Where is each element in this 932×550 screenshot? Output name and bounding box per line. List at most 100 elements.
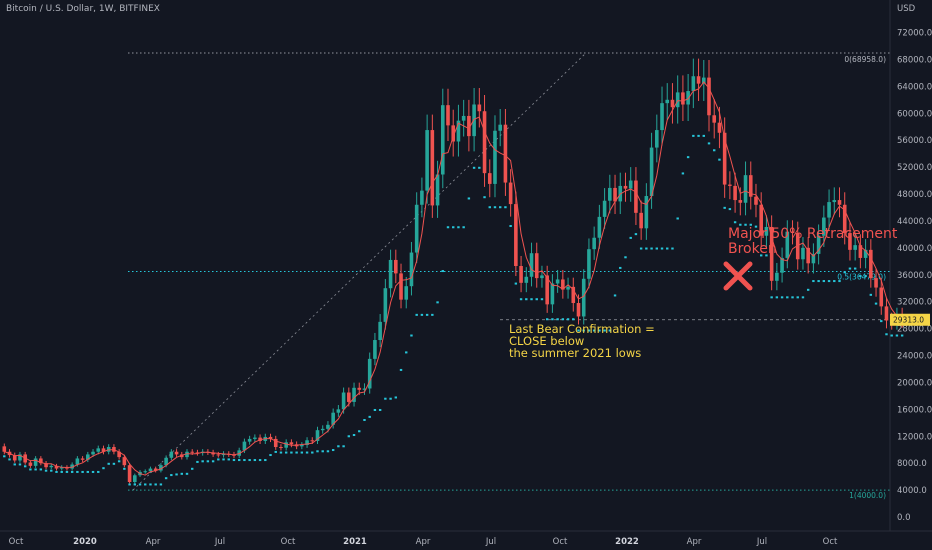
candle-body[interactable] — [96, 448, 101, 452]
candle-body[interactable] — [701, 77, 706, 84]
candle-body[interactable] — [39, 458, 43, 464]
candle-body[interactable] — [529, 253, 534, 277]
candle-body[interactable] — [169, 451, 174, 458]
candle-body[interactable] — [404, 286, 409, 300]
candle-body[interactable] — [769, 226, 774, 281]
candle-body[interactable] — [639, 212, 643, 229]
candle-body[interactable] — [519, 266, 523, 283]
candle-body[interactable] — [2, 446, 7, 452]
candle-body[interactable] — [435, 174, 440, 206]
candle-body[interactable] — [712, 115, 717, 123]
candle-body[interactable] — [326, 424, 330, 429]
candle-body[interactable] — [467, 115, 471, 137]
candle-body[interactable] — [159, 465, 163, 471]
candle-body[interactable] — [28, 462, 33, 466]
candle-body[interactable] — [827, 202, 831, 218]
candle-body[interactable] — [49, 465, 54, 468]
candle-body[interactable] — [352, 387, 356, 402]
candle-body[interactable] — [247, 438, 252, 442]
candle-body[interactable] — [514, 204, 518, 267]
candle-body[interactable] — [581, 278, 586, 317]
candle-body[interactable] — [101, 448, 106, 452]
candle-body[interactable] — [790, 231, 795, 234]
candle-body[interactable] — [534, 253, 539, 279]
candle-body[interactable] — [70, 464, 74, 469]
candle-body[interactable] — [853, 245, 857, 250]
candle-body[interactable] — [879, 287, 884, 307]
candle-body[interactable] — [122, 457, 127, 466]
candle-body[interactable] — [451, 125, 456, 142]
candle-body[interactable] — [696, 76, 701, 84]
candle-body[interactable] — [33, 458, 38, 466]
candle-body[interactable] — [728, 184, 732, 186]
candle-body[interactable] — [430, 130, 435, 206]
candle-body[interactable] — [597, 216, 602, 238]
candle-body[interactable] — [336, 409, 341, 413]
candle-body[interactable] — [613, 187, 617, 202]
candle-body[interactable] — [670, 99, 675, 108]
candle-body[interactable] — [806, 247, 810, 264]
candle-body[interactable] — [566, 286, 570, 290]
candle-body[interactable] — [691, 76, 696, 92]
candle-body[interactable] — [378, 321, 382, 341]
candle-body[interactable] — [268, 436, 273, 439]
candle-body[interactable] — [362, 388, 367, 390]
candle-body[interactable] — [373, 340, 377, 359]
candle-body[interactable] — [75, 458, 80, 465]
candle-body[interactable] — [811, 253, 816, 264]
candle-body[interactable] — [279, 447, 283, 449]
candle-body[interactable] — [874, 278, 878, 288]
candle-body[interactable] — [503, 124, 508, 183]
candle-body[interactable] — [54, 465, 59, 469]
candle-body[interactable] — [440, 105, 445, 175]
candle-body[interactable] — [561, 279, 565, 290]
candle-body[interactable] — [759, 204, 763, 236]
candle-body[interactable] — [748, 175, 753, 197]
candle-body[interactable] — [461, 115, 466, 121]
candle-body[interactable] — [409, 252, 414, 287]
candle-body[interactable] — [764, 226, 769, 236]
candle-body[interactable] — [91, 451, 95, 455]
candle-body[interactable] — [216, 454, 221, 456]
candle-body[interactable] — [785, 231, 790, 258]
candle-body[interactable] — [608, 187, 612, 201]
candle-body[interactable] — [540, 275, 544, 279]
candle-body[interactable] — [258, 437, 262, 441]
candle-body[interactable] — [456, 120, 461, 142]
candle-body[interactable] — [487, 173, 492, 184]
candle-body[interactable] — [80, 458, 85, 460]
candle-body[interactable] — [367, 358, 372, 389]
candle-body[interactable] — [357, 387, 362, 390]
candle-body[interactable] — [837, 200, 842, 205]
candle-body[interactable] — [341, 392, 346, 410]
candle-body[interactable] — [44, 463, 48, 468]
candle-body[interactable] — [300, 444, 304, 447]
candle-body[interactable] — [524, 276, 529, 283]
candle-body[interactable] — [399, 273, 403, 300]
candle-body[interactable] — [127, 465, 132, 483]
candle-body[interactable] — [117, 451, 121, 458]
candle-body[interactable] — [86, 454, 90, 460]
candle-body[interactable] — [623, 185, 628, 189]
candle-body[interactable] — [717, 122, 722, 133]
candle-body[interactable] — [253, 437, 257, 439]
candle-body[interactable] — [425, 130, 429, 191]
candle-body[interactable] — [848, 233, 852, 250]
candle-body[interactable] — [59, 467, 64, 469]
candle-body[interactable] — [12, 455, 17, 461]
candle-body[interactable] — [320, 428, 325, 431]
candle-body[interactable] — [644, 196, 649, 229]
candle-body[interactable] — [722, 132, 727, 185]
candle-body[interactable] — [284, 442, 288, 448]
candle-body[interactable] — [195, 452, 200, 454]
candle-body[interactable] — [482, 111, 487, 174]
candle-body[interactable] — [133, 475, 137, 483]
candle-body[interactable] — [822, 217, 826, 236]
candle-body[interactable] — [842, 204, 847, 234]
candle-body[interactable] — [780, 257, 784, 273]
candle-body[interactable] — [634, 180, 638, 213]
candle-body[interactable] — [832, 200, 837, 203]
candle-body[interactable] — [383, 288, 388, 322]
candle-body[interactable] — [686, 91, 690, 105]
candle-body[interactable] — [754, 196, 758, 205]
